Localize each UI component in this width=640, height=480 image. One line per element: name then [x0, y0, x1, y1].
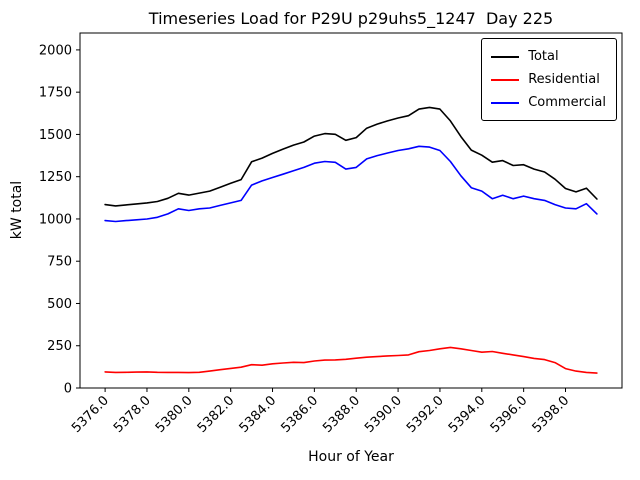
x-tick-label: 5398.0	[530, 393, 573, 436]
x-tick-label: 5376.0	[69, 393, 112, 436]
y-tick-label: 250	[47, 339, 72, 354]
x-tick-label: 5392.0	[404, 393, 447, 436]
axes-frame	[79, 32, 623, 389]
y-axis-label: kW total	[9, 180, 25, 240]
y-tick-label: 1750	[39, 86, 72, 101]
x-tick-label: 5390.0	[362, 393, 405, 436]
x-tick-label: 5380.0	[153, 393, 196, 436]
x-tick-label: 5388.0	[320, 393, 363, 436]
series-line-residential	[104, 346, 598, 374]
x-tick-label: 5382.0	[195, 393, 238, 436]
x-tick-label: 5396.0	[488, 393, 531, 436]
y-tick-label: 1500	[39, 128, 72, 143]
y-tick-label: 500	[47, 297, 72, 312]
x-tick-label: 5384.0	[237, 393, 280, 436]
y-tick-label: 2000	[39, 43, 72, 58]
series-line-commercial	[104, 145, 598, 223]
legend-item-residential: Residential	[491, 68, 606, 91]
y-tick-label: 0	[64, 382, 72, 397]
legend-label-residential: Residential	[528, 72, 600, 87]
legend-line-sample-commercial	[491, 101, 520, 104]
legend-line-sample-residential	[491, 78, 520, 81]
y-tick-label: 750	[47, 255, 72, 270]
y-tick-label: 1000	[39, 212, 72, 227]
legend: Total Residential Commercial	[481, 38, 617, 121]
chart-title: Timeseries Load for P29U p29uhs5_1247 Da…	[148, 9, 554, 28]
y-tick-label: 1250	[39, 170, 72, 185]
x-tick-label: 5378.0	[111, 393, 154, 436]
legend-item-total: Total	[491, 45, 606, 68]
series-line-total	[104, 106, 598, 207]
legend-line-sample-total	[491, 55, 520, 58]
legend-label-total: Total	[528, 49, 559, 64]
x-axis-label: Hour of Year	[308, 449, 394, 465]
x-tick-label: 5394.0	[446, 393, 489, 436]
legend-item-commercial: Commercial	[491, 91, 606, 114]
legend-label-commercial: Commercial	[528, 95, 606, 110]
x-tick-label: 5386.0	[278, 393, 321, 436]
